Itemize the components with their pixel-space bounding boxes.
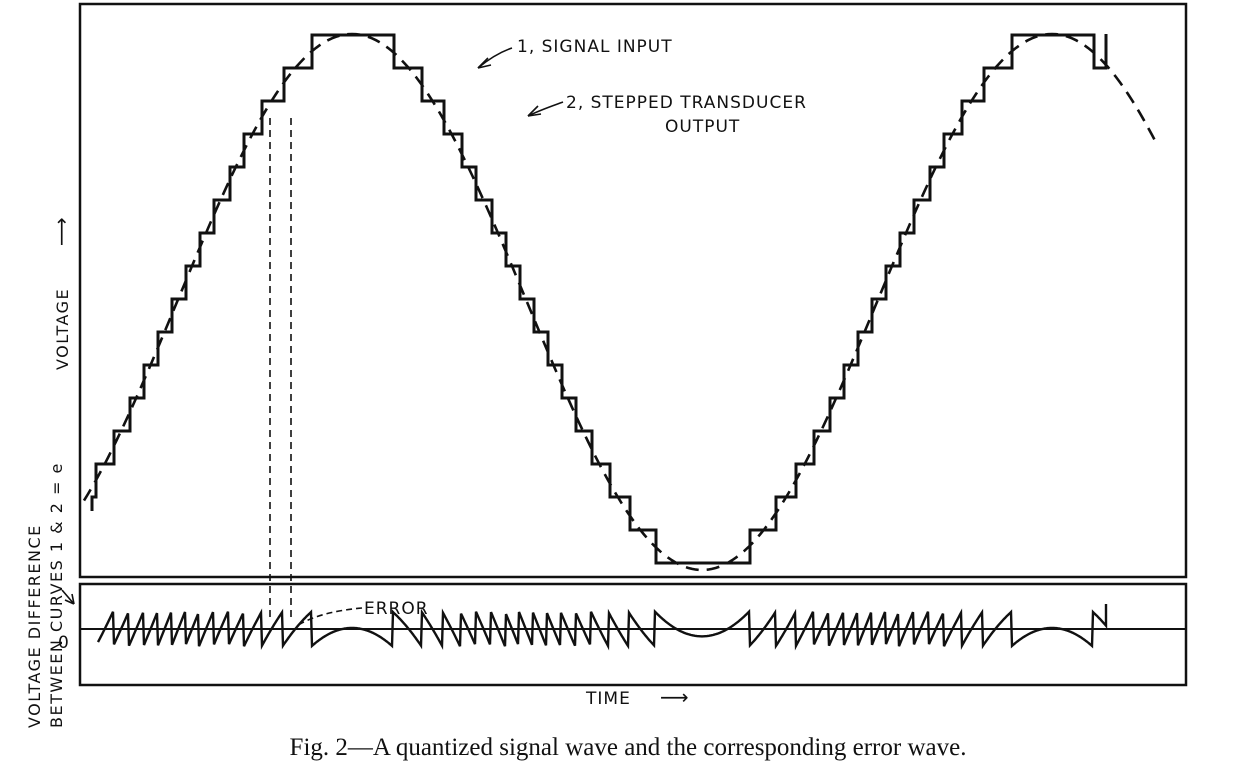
quantization-figure: 1, SIGNAL INPUT 2, STEPPED TRANSDUCER OU… <box>25 2 1188 728</box>
stepped-output-leader <box>527 101 564 117</box>
signal-input-curve <box>82 32 1158 572</box>
diff-label-arrow <box>61 589 75 605</box>
figure-caption: Fig. 2—A quantized signal wave and the c… <box>289 734 967 761</box>
signal-panel-frame <box>78 2 1188 579</box>
stepped-transducer-output <box>90 33 1108 565</box>
zero-label: 0 <box>58 633 70 653</box>
signal-input-leader <box>477 47 513 69</box>
error-leader <box>299 607 363 625</box>
stepped-output-label: 2, STEPPED TRANSDUCER <box>566 93 807 113</box>
signal-input-label: 1, SIGNAL INPUT <box>517 37 673 57</box>
signal-input-arrowhead <box>477 57 492 69</box>
voltage-axis-label: VOLTAGE <box>53 288 72 370</box>
stepped-output-arrowhead <box>527 105 542 117</box>
error-label: ERROR <box>364 599 429 619</box>
voltage-arrow-icon: ⟶ <box>49 216 73 246</box>
time-label: TIME <box>585 689 631 709</box>
error-panel-frame <box>78 582 1188 687</box>
error-wave <box>96 604 1108 651</box>
stepped-output-label-line2: OUTPUT <box>665 117 740 137</box>
diff-axis-label-line1: VOLTAGE DIFFERENCE <box>25 524 44 728</box>
diff-axis-label-line2: BETWEEN CURVES 1 & 2 = e <box>47 462 66 728</box>
time-arrow-icon: ⟶ <box>660 685 690 709</box>
